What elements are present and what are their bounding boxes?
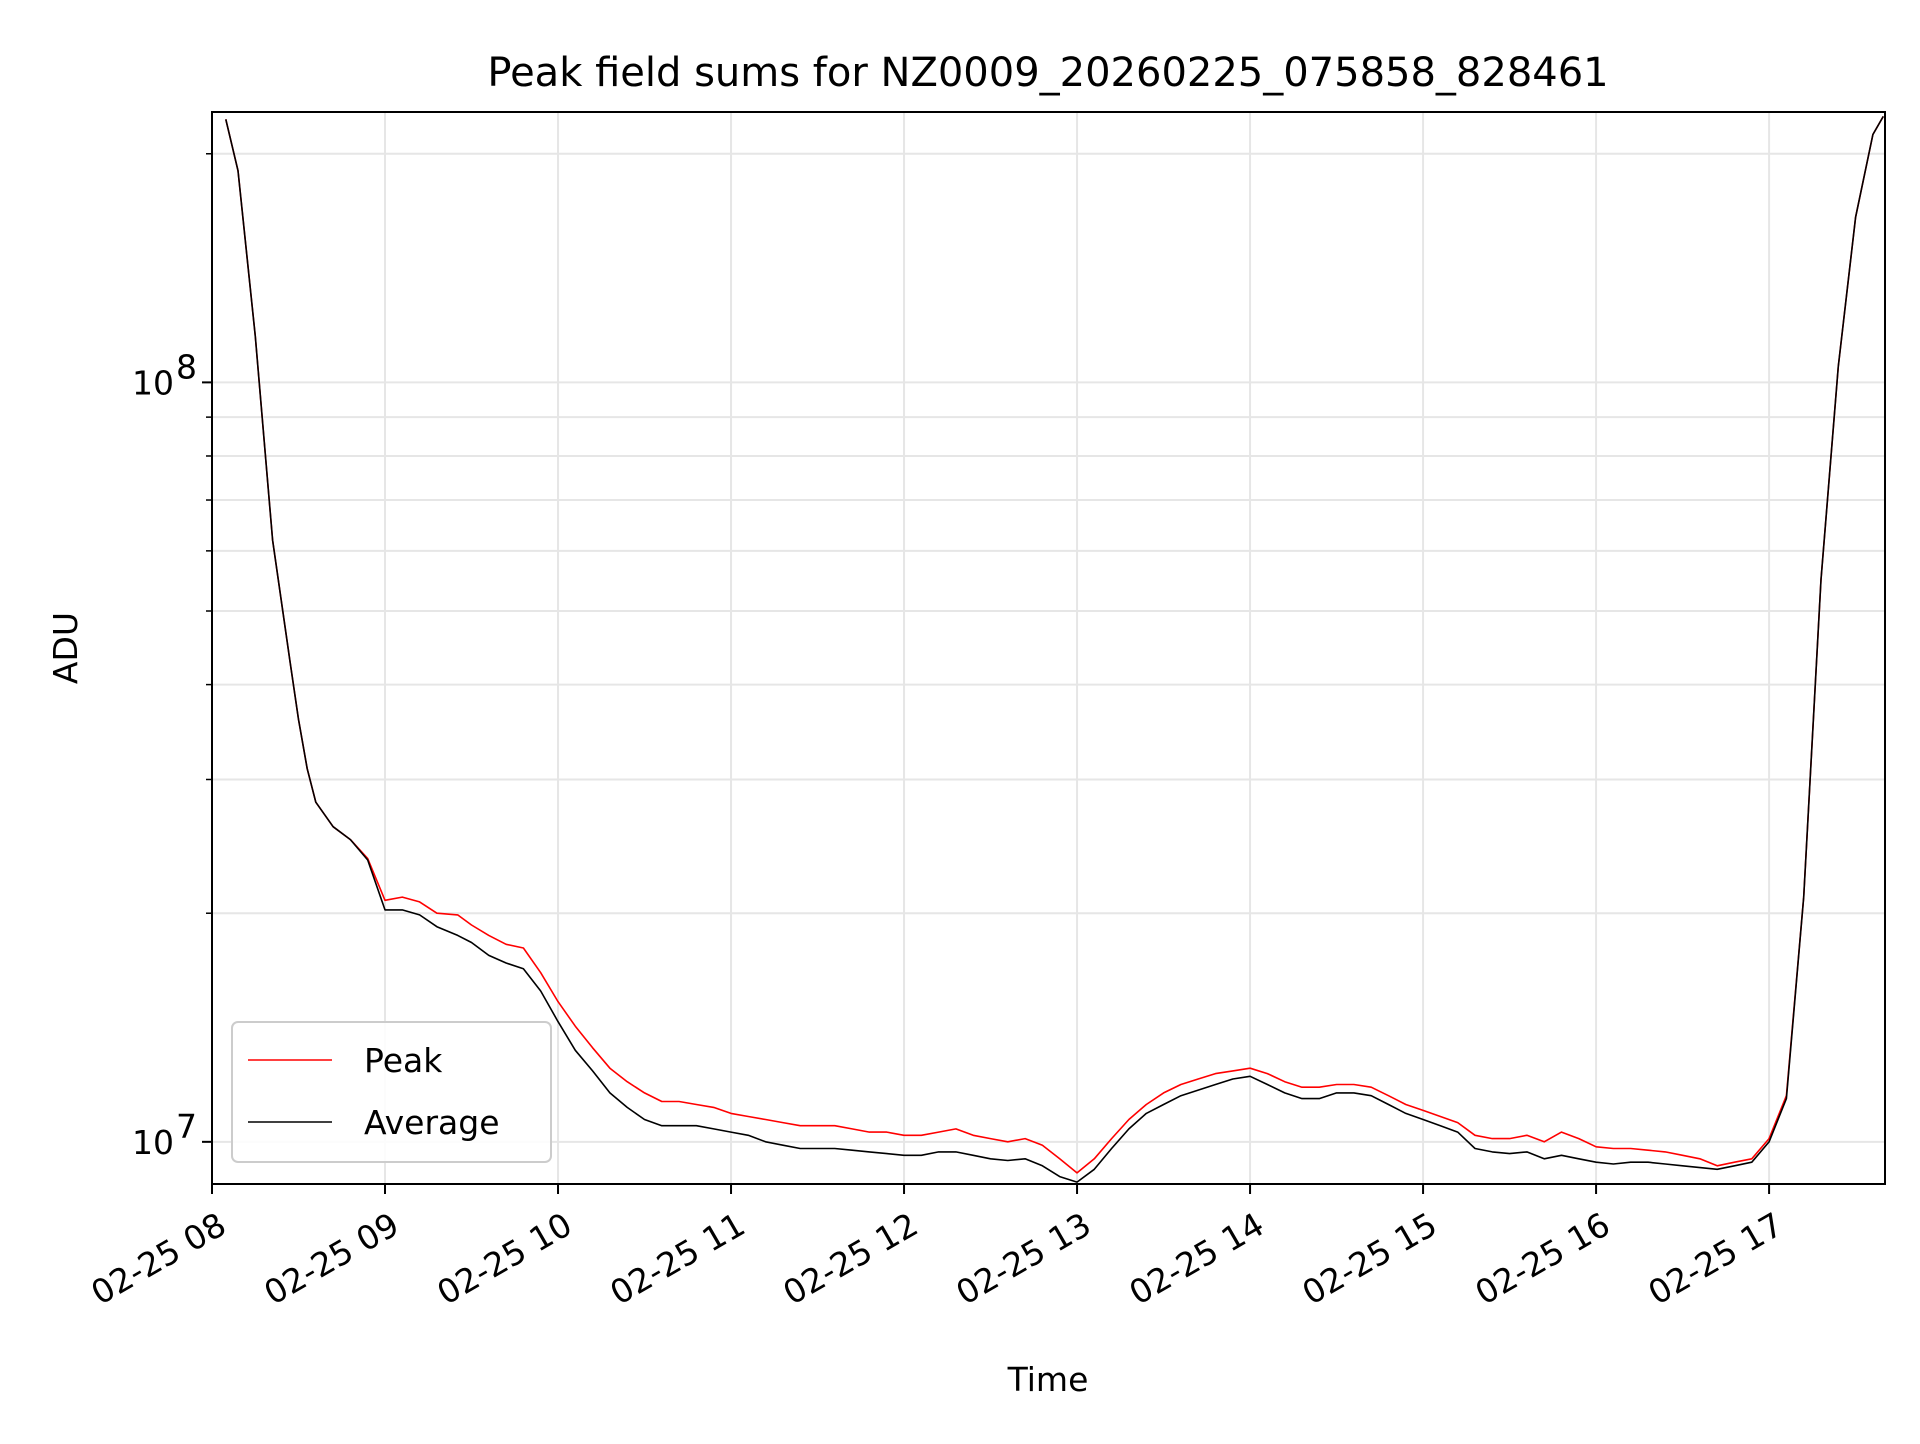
y-axis-title: ADU — [46, 612, 85, 684]
legend-label-peak: Peak — [364, 1041, 443, 1080]
legend: Peak Average — [231, 1021, 552, 1163]
y-tick-label: 10 — [132, 363, 174, 402]
series-line-average — [225, 116, 1884, 1183]
series-line-peak — [225, 116, 1884, 1174]
x-axis-title: Time — [1007, 1360, 1089, 1399]
y-tick-exponent: 7 — [176, 1107, 197, 1146]
chart-title: Peak field sums for NZ0009_20260225_0758… — [487, 50, 1608, 96]
plot-frame — [211, 111, 1886, 1185]
y-tick-label: 10 — [132, 1123, 174, 1162]
legend-label-average: Average — [364, 1103, 500, 1142]
series-layer — [225, 116, 1884, 1183]
legend-box — [231, 1021, 552, 1163]
y-tick-exponent: 8 — [176, 347, 197, 386]
